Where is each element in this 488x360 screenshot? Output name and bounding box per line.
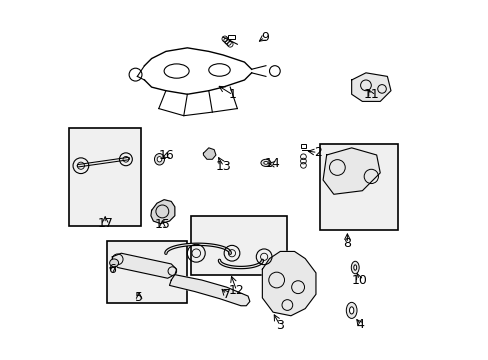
Text: 11: 11 [363, 89, 378, 102]
Text: 17: 17 [97, 217, 113, 230]
Polygon shape [169, 275, 249, 306]
Bar [107, 241, 187, 303]
Bar [319, 144, 397, 230]
Text: 14: 14 [264, 157, 280, 170]
Ellipse shape [346, 302, 356, 319]
Polygon shape [203, 148, 216, 159]
Polygon shape [262, 251, 315, 316]
Ellipse shape [263, 161, 267, 164]
Ellipse shape [261, 159, 270, 166]
Text: 6: 6 [108, 263, 116, 276]
Ellipse shape [353, 265, 356, 270]
Polygon shape [351, 73, 390, 102]
Ellipse shape [154, 154, 164, 165]
Bar [300, 144, 305, 148]
Bar [69, 128, 141, 226]
Ellipse shape [349, 307, 353, 314]
Text: 7: 7 [222, 288, 230, 301]
Ellipse shape [208, 64, 230, 76]
Text: 9: 9 [261, 31, 268, 44]
Polygon shape [112, 253, 176, 278]
Text: 5: 5 [135, 291, 143, 305]
Text: 13: 13 [216, 160, 231, 173]
Ellipse shape [164, 64, 189, 78]
Text: 4: 4 [356, 318, 364, 331]
Text: 3: 3 [276, 319, 284, 332]
Text: 8: 8 [343, 237, 351, 250]
Bar [228, 35, 234, 39]
Text: 12: 12 [228, 284, 244, 297]
Bar [190, 216, 287, 275]
Text: 2: 2 [313, 146, 321, 159]
Ellipse shape [350, 261, 358, 274]
Ellipse shape [109, 259, 118, 267]
Polygon shape [323, 148, 380, 194]
Text: 16: 16 [159, 149, 174, 162]
Text: 1: 1 [229, 89, 237, 102]
Ellipse shape [157, 157, 162, 162]
Text: 15: 15 [154, 218, 170, 231]
Polygon shape [151, 200, 175, 224]
Text: 10: 10 [351, 274, 366, 287]
